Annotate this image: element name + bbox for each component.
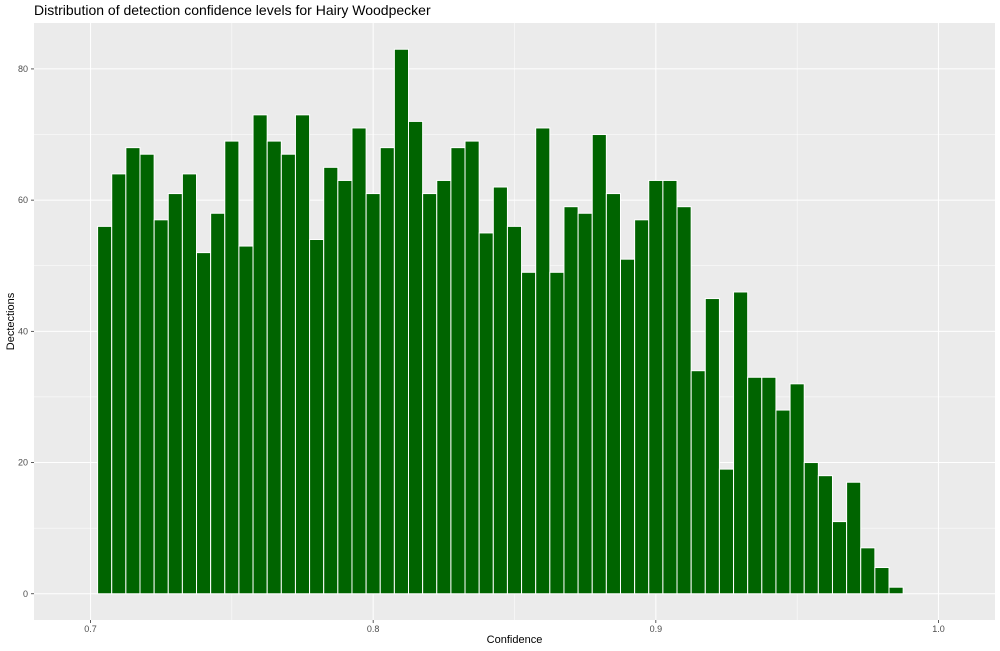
histogram-bar bbox=[167, 193, 183, 595]
y-tick-label: 0 bbox=[23, 589, 28, 599]
histogram-bar bbox=[492, 186, 508, 595]
histogram-bar bbox=[210, 212, 226, 595]
histogram-bar bbox=[789, 383, 805, 595]
histogram-bar bbox=[775, 409, 791, 595]
histogram-bar bbox=[323, 166, 339, 595]
histogram-bar bbox=[803, 462, 819, 595]
histogram-bar bbox=[294, 114, 311, 595]
histogram-bar bbox=[97, 225, 113, 595]
histogram-bar bbox=[817, 475, 833, 595]
histogram-bar bbox=[125, 147, 141, 595]
histogram-bar bbox=[238, 245, 254, 595]
histogram-bar bbox=[252, 114, 268, 595]
x-tick-label: 1.0 bbox=[932, 624, 945, 634]
histogram-bar bbox=[224, 140, 240, 595]
x-tick-label: 0.9 bbox=[650, 624, 663, 634]
histogram-bar bbox=[747, 376, 763, 595]
histogram-bar bbox=[704, 298, 720, 595]
histogram-bar bbox=[662, 179, 678, 595]
y-tick-label: 40 bbox=[18, 326, 28, 336]
histogram-bar bbox=[591, 134, 607, 595]
histogram-bar bbox=[351, 127, 367, 595]
bars bbox=[97, 48, 904, 595]
histogram-bar bbox=[535, 127, 551, 595]
histogram-bar bbox=[521, 271, 537, 595]
histogram-bar bbox=[733, 291, 749, 595]
histogram-bar bbox=[408, 120, 424, 595]
histogram-bar bbox=[690, 370, 706, 595]
histogram-bar bbox=[181, 173, 198, 595]
histogram-bar bbox=[139, 153, 155, 595]
histogram-bar bbox=[634, 219, 650, 595]
x-tick-label: 0.7 bbox=[84, 624, 97, 634]
axes: 0.7 0.8 0.9 1.0 0 20 40 60 80 bbox=[18, 64, 945, 634]
histogram-bar bbox=[337, 179, 353, 595]
histogram-bar bbox=[718, 468, 735, 595]
histogram-bar bbox=[365, 193, 381, 595]
histogram-bar bbox=[860, 547, 876, 595]
histogram-bar bbox=[874, 567, 890, 595]
histogram-bar bbox=[266, 140, 282, 595]
histogram-bar bbox=[111, 173, 127, 595]
histogram-bar bbox=[648, 179, 664, 595]
histogram-bar bbox=[888, 586, 904, 595]
histogram-bar bbox=[422, 193, 438, 595]
histogram-bar bbox=[506, 225, 523, 595]
y-axis-title: Dectections bbox=[5, 292, 17, 350]
histogram-bar bbox=[846, 481, 862, 595]
y-tick-label: 80 bbox=[18, 64, 28, 74]
histogram-bar bbox=[464, 140, 480, 595]
histogram-bar bbox=[478, 232, 494, 595]
y-tick-label: 20 bbox=[18, 458, 28, 468]
histogram-bar bbox=[605, 193, 621, 595]
histogram-bar bbox=[280, 153, 296, 595]
histogram-bar bbox=[436, 179, 452, 595]
y-tick-label: 60 bbox=[18, 195, 28, 205]
histogram-bar bbox=[153, 219, 169, 595]
x-axis-title: Confidence bbox=[487, 634, 543, 646]
histogram-bar bbox=[676, 206, 692, 595]
histogram-bar bbox=[379, 147, 395, 595]
histogram-bar bbox=[549, 271, 565, 595]
histogram-bar bbox=[393, 48, 410, 595]
histogram-bar bbox=[196, 252, 212, 595]
histogram-bar bbox=[450, 147, 466, 595]
histogram-bar bbox=[563, 206, 579, 595]
x-tick-label: 0.8 bbox=[367, 624, 380, 634]
chart-title: Distribution of detection confidence lev… bbox=[34, 2, 431, 18]
histogram-bar bbox=[761, 376, 777, 595]
histogram-bar bbox=[577, 212, 593, 595]
histogram-bar bbox=[831, 521, 848, 595]
histogram-bar bbox=[309, 238, 325, 595]
histogram-bar bbox=[619, 258, 636, 595]
